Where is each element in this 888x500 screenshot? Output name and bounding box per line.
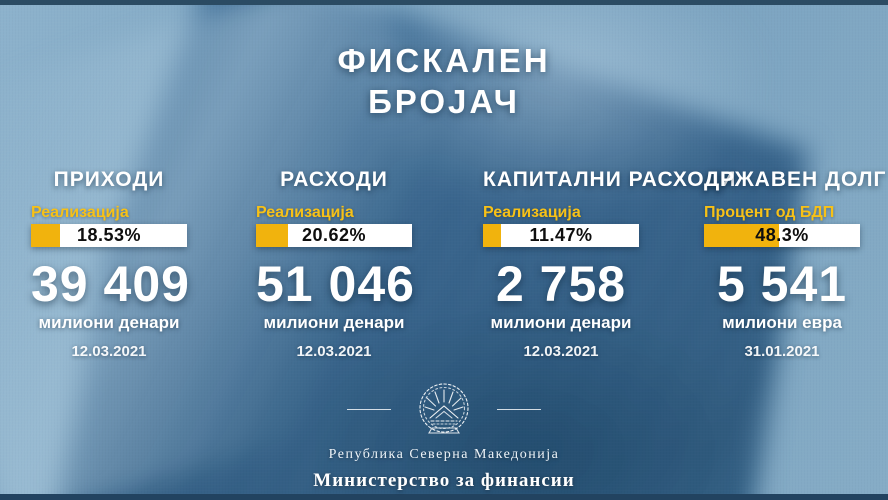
country-name: Република Северна Македонија [328, 447, 560, 462]
amount-value: 5 541 [716, 256, 848, 312]
page-title-line2: БРОЈАЧ [368, 83, 520, 121]
progress-bar: 11.47% [483, 224, 639, 247]
bar-label: Реализација [256, 204, 354, 221]
as-of-date: 12.03.2021 [296, 343, 372, 360]
counter-heading: КАПИТАЛНИ РАСХОДИ [483, 168, 737, 191]
progress-percent: 48.3% [755, 225, 809, 245]
bar-label: Реализација [31, 204, 129, 221]
amount-value: 39 409 [31, 256, 190, 312]
counter-prihodi: ПРИХОДИ Реализација 18.53% 39 409 милион… [31, 168, 190, 360]
amount-unit: милиони денари [263, 313, 405, 332]
left-divider-line [347, 409, 391, 410]
as-of-date: 12.03.2021 [523, 343, 599, 360]
counter-heading: ПРИХОДИ [53, 168, 165, 191]
top-edge-strip [0, 0, 888, 5]
progress-bar: 20.62% [256, 224, 412, 247]
progress-percent: 20.62% [301, 225, 367, 245]
progress-bar: 18.53% [31, 224, 187, 247]
page-title: ФИСКАЛЕН БРОЈАЧ [0, 40, 888, 123]
as-of-date: 31.01.2021 [744, 343, 820, 360]
amount-value: 2 758 [495, 256, 627, 312]
amount-unit: милиони денари [490, 313, 632, 332]
counter-drzaven-dolg: ДРЖАВЕН ДОЛГ Процент од БДП 48.3% 5 541 … [704, 168, 887, 360]
as-of-date: 12.03.2021 [71, 343, 147, 360]
counter-heading: РАСХОДИ [280, 168, 388, 191]
progress-bar-fill [31, 224, 60, 247]
progress-bar-fill [704, 224, 780, 247]
amount-unit: милиони денари [38, 313, 180, 332]
bar-label: Реализација [483, 204, 581, 221]
amount-value: 51 046 [256, 256, 415, 312]
footer: Република Северна Македонија Министерств… [0, 378, 888, 492]
bottom-edge-strip [0, 494, 888, 500]
progress-bar: 48.3% [704, 224, 860, 247]
progress-percent: 18.53% [76, 225, 142, 245]
right-divider-line [497, 409, 541, 410]
counter-kapitalni-rashodi: КАПИТАЛНИ РАСХОДИ Реализација 11.47% 2 7… [483, 168, 737, 360]
bar-label: Процент од БДП [704, 204, 835, 221]
progress-bar-fill [483, 224, 501, 247]
coat-of-arms-north-macedonia-icon [419, 383, 469, 434]
progress-bar-fill [256, 224, 289, 247]
ministry-name: Министерство за финансии [313, 470, 575, 491]
page-title-line1: ФИСКАЛЕН [337, 42, 551, 79]
counter-rashodi: РАСХОДИ Реализација 20.62% 51 046 милион… [256, 168, 415, 360]
amount-unit: милиони евра [722, 313, 842, 332]
counter-heading: ДРЖАВЕН ДОЛГ [704, 168, 887, 191]
progress-percent: 11.47% [529, 225, 593, 245]
